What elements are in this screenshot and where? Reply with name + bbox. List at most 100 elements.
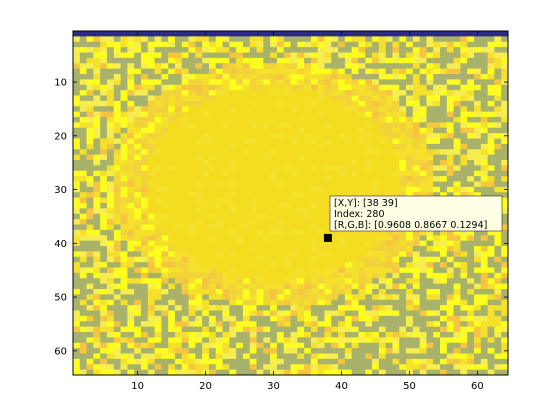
heatmap-cell [412,57,421,64]
heatmap-cell [372,133,380,139]
heatmap-cell [270,224,278,231]
heatmap-cell [317,283,325,290]
heatmap-cell [399,100,407,107]
heatmap-cell [202,315,210,322]
heatmap-image[interactable] [73,31,509,376]
heatmap-cell [208,213,217,220]
heatmap-cell [385,100,393,107]
heatmap-cell [304,240,312,247]
heatmap-cell [412,369,421,376]
datatip-marker[interactable] [323,233,332,242]
heatmap-cell [310,122,319,129]
heatmap-cell [474,117,482,123]
heatmap-cell [202,299,210,306]
heatmap-cell [147,369,155,376]
heatmap-cell [392,283,400,290]
heatmap-cell [283,251,291,258]
heatmap-cell [195,84,203,91]
heatmap-cell [453,299,461,306]
heatmap-cell [100,181,108,188]
heatmap-cell [174,272,183,279]
heatmap-cell [297,100,305,107]
heatmap-cell [392,192,400,199]
heatmap-cell [304,143,312,150]
heatmap-cell [419,95,427,102]
heatmap-cell [215,283,223,290]
heatmap-cell [73,57,81,64]
heatmap-cell [134,353,142,360]
heatmap-cell [215,358,223,365]
heatmap-cell [310,294,319,301]
heatmap-cell [276,90,285,96]
heatmap-cell [426,289,434,295]
heatmap-cell [222,57,230,64]
heatmap-cell [406,305,414,311]
heatmap-cell [100,74,108,80]
heatmap-cell [412,321,421,328]
heatmap-cell [378,111,387,118]
heatmap-cell [487,95,495,102]
heatmap-cell [331,74,339,80]
heatmap-cell [140,235,149,242]
heatmap-cell [236,283,244,290]
heatmap-cell [392,170,400,177]
heatmap-cell [344,122,353,129]
heatmap-cell [351,90,359,96]
datatip[interactable]: [X,Y]: [38 39] Index: 280 [R,G,B]: [0.96… [323,195,503,242]
heatmap-cell [494,321,502,328]
heatmap-cell [283,79,291,86]
heatmap-cell [467,68,475,75]
heatmap-cell [208,342,217,349]
heatmap-cell [378,170,387,177]
heatmap-cell [242,369,251,376]
heatmap-cell [208,68,217,75]
heatmap-cell [446,358,455,365]
heatmap-cell [195,272,203,279]
heatmap-cell [79,283,87,290]
heatmap-cell [453,138,461,145]
heatmap-cell [147,348,155,354]
heatmap-cell [120,235,128,242]
heatmap-cell [106,213,115,220]
heatmap-cell [501,47,509,53]
heatmap-cell [446,100,455,107]
heatmap-cell [236,117,244,123]
heatmap-cell [460,267,468,274]
heatmap-cell [290,106,298,113]
heatmap-cell [433,369,441,376]
heatmap-cell [351,154,359,161]
heatmap-cell [113,165,121,172]
heatmap-cell [406,117,414,123]
heatmap-cell [344,68,353,75]
heatmap-cell [147,326,155,333]
heatmap-cell [378,364,387,371]
heatmap-cell [202,90,210,96]
heatmap-cell [229,326,237,333]
heatmap-cell [147,95,155,102]
heatmap-cell [317,52,325,59]
heatmap-cell [460,149,468,156]
heatmap-cell [310,84,319,91]
heatmap-cell [86,165,94,172]
heatmap-cell [392,310,400,317]
heatmap-cell [317,143,325,150]
heatmap-cell [412,305,421,311]
heatmap-cell [215,186,223,193]
heatmap-cell [270,181,278,188]
heatmap-cell [317,192,325,199]
heatmap-cell [392,79,400,86]
heatmap-cell [480,315,489,322]
heatmap-cell [229,321,237,328]
heatmap-cell [113,52,121,59]
heatmap-cell [372,100,380,107]
heatmap-cell [283,208,291,215]
heatmap-cell [317,138,325,145]
heatmap-cell [188,229,196,236]
heatmap-cell [372,79,380,86]
heatmap-cell [494,74,502,80]
heatmap-cell [446,176,455,182]
heatmap-cell [467,251,475,258]
heatmap-cell [195,310,203,317]
heatmap-cell [453,74,461,80]
heatmap-cell [467,192,475,199]
